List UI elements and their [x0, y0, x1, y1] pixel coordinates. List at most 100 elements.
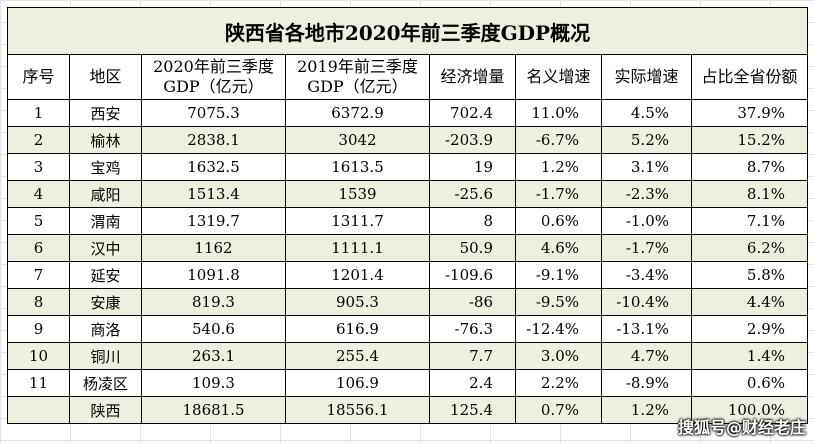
- cell-real-growth: -8.9%: [601, 369, 692, 397]
- cell-gdp-2019: 106.9: [285, 369, 430, 397]
- cell-gdp-2020: 819.3: [141, 288, 286, 316]
- cell-region: 宝鸡: [69, 153, 142, 181]
- cell-gdp-2020: 1162: [141, 234, 286, 262]
- cell-share: 8.1%: [690, 180, 809, 208]
- cell-gdp-2019: 1111.1: [285, 234, 430, 262]
- cell-gdp-2020: 1319.7: [141, 207, 286, 235]
- cell-seq: 11: [7, 369, 70, 397]
- table-row: 6 汉中 1162 1111.1 50.9 4.6% -1.7% 6.2%: [7, 234, 809, 262]
- cell-gdp-2020: 540.6: [141, 315, 286, 343]
- cell-seq: 5: [7, 207, 70, 235]
- cell-seq: 2: [7, 126, 70, 154]
- cell-gdp-2019: 6372.9: [285, 99, 430, 127]
- header-gdp-2019: 2019年前三季度 GDP（亿元）: [285, 54, 430, 100]
- header-gdp-2019-line2: GDP（亿元）: [307, 77, 408, 96]
- cell-growth: -86: [429, 288, 516, 316]
- cell-share: 5.8%: [690, 261, 809, 289]
- cell-gdp-2020: 7075.3: [141, 99, 286, 127]
- cell-seq: [7, 396, 70, 424]
- cell-seq: 4: [7, 180, 70, 208]
- cell-seq: 8: [7, 288, 70, 316]
- cell-real-growth: 5.2%: [601, 126, 692, 154]
- cell-growth: 7.7: [429, 342, 516, 370]
- cell-growth: 702.4: [429, 99, 516, 127]
- table-title: 陕西省各地市2020年前三季度GDP概况: [6, 7, 809, 55]
- cell-share: 2.9%: [690, 315, 809, 343]
- cell-seq: 10: [7, 342, 70, 370]
- cell-share: 8.7%: [690, 153, 809, 181]
- table-row: 1 西安 7075.3 6372.9 702.4 11.0% 4.5% 37.9%: [7, 99, 809, 127]
- cell-share: 100.0%: [690, 396, 809, 424]
- cell-nominal-growth: -1.7%: [515, 180, 602, 208]
- cell-seq: 9: [7, 315, 70, 343]
- table-row: 7 延安 1091.8 1201.4 -109.6 -9.1% -3.4% 5.8%: [7, 261, 809, 289]
- cell-region: 榆林: [69, 126, 142, 154]
- cell-growth: 8: [429, 207, 516, 235]
- cell-nominal-growth: -12.4%: [515, 315, 602, 343]
- header-share: 占比全省份额: [690, 54, 809, 100]
- cell-seq: 1: [7, 99, 70, 127]
- cell-share: 7.1%: [690, 207, 809, 235]
- cell-gdp-2019: 1311.7: [285, 207, 430, 235]
- cell-gdp-2019: 616.9: [285, 315, 430, 343]
- cell-nominal-growth: -9.5%: [515, 288, 602, 316]
- total-row: 陕西 18681.5 18556.1 125.4 0.7% 1.2% 100.0%: [7, 396, 809, 424]
- cell-seq: 7: [7, 261, 70, 289]
- cell-growth: -76.3: [429, 315, 516, 343]
- header-nominal-growth: 名义增速: [515, 54, 602, 100]
- header-gdp-2020: 2020年前三季度 GDP（亿元）: [141, 54, 286, 100]
- cell-region: 汉中: [69, 234, 142, 262]
- cell-gdp-2019: 1201.4: [285, 261, 430, 289]
- cell-nominal-growth: 3.0%: [515, 342, 602, 370]
- cell-share: 0.6%: [690, 369, 809, 397]
- cell-nominal-growth: 0.6%: [515, 207, 602, 235]
- cell-seq: 3: [7, 153, 70, 181]
- cell-region: 咸阳: [69, 180, 142, 208]
- cell-nominal-growth: 0.7%: [515, 396, 602, 424]
- cell-gdp-2020: 2838.1: [141, 126, 286, 154]
- header-region: 地区: [69, 54, 142, 100]
- gdp-table-container: 陕西省各地市2020年前三季度GDP概况 序号 地区 2020年前三季度 GDP…: [6, 7, 809, 424]
- cell-share: 15.2%: [690, 126, 809, 154]
- table-row: 2 榆林 2838.1 3042 -203.9 -6.7% 5.2% 15.2%: [7, 126, 809, 154]
- cell-growth: 19: [429, 153, 516, 181]
- cell-real-growth: -10.4%: [601, 288, 692, 316]
- table-row: 11 杨凌区 109.3 106.9 2.4 2.2% -8.9% 0.6%: [7, 369, 809, 397]
- cell-region: 铜川: [69, 342, 142, 370]
- cell-nominal-growth: 2.2%: [515, 369, 602, 397]
- cell-gdp-2020: 109.3: [141, 369, 286, 397]
- cell-growth: -109.6: [429, 261, 516, 289]
- cell-gdp-2019: 1613.5: [285, 153, 430, 181]
- cell-real-growth: 4.7%: [601, 342, 692, 370]
- cell-gdp-2020: 1632.5: [141, 153, 286, 181]
- cell-real-growth: -13.1%: [601, 315, 692, 343]
- table-row: 9 商洛 540.6 616.9 -76.3 -12.4% -13.1% 2.9%: [7, 315, 809, 343]
- table-row: 5 渭南 1319.7 1311.7 8 0.6% -1.0% 7.1%: [7, 207, 809, 235]
- cell-nominal-growth: 11.0%: [515, 99, 602, 127]
- cell-real-growth: 3.1%: [601, 153, 692, 181]
- cell-growth: 50.9: [429, 234, 516, 262]
- table-row: 3 宝鸡 1632.5 1613.5 19 1.2% 3.1% 8.7%: [7, 153, 809, 181]
- cell-region: 西安: [69, 99, 142, 127]
- cell-region: 陕西: [69, 396, 142, 424]
- gdp-table: 陕西省各地市2020年前三季度GDP概况 序号 地区 2020年前三季度 GDP…: [6, 7, 809, 424]
- cell-gdp-2020: 263.1: [141, 342, 286, 370]
- cell-nominal-growth: -6.7%: [515, 126, 602, 154]
- cell-growth: -203.9: [429, 126, 516, 154]
- cell-region: 杨凌区: [69, 369, 142, 397]
- cell-region: 商洛: [69, 315, 142, 343]
- cell-real-growth: -1.7%: [601, 234, 692, 262]
- header-gdp-2020-line2: GDP（亿元）: [163, 77, 264, 96]
- cell-real-growth: 1.2%: [601, 396, 692, 424]
- cell-gdp-2020: 18681.5: [141, 396, 286, 424]
- cell-nominal-growth: 4.6%: [515, 234, 602, 262]
- cell-gdp-2019: 18556.1: [285, 396, 430, 424]
- cell-nominal-growth: 1.2%: [515, 153, 602, 181]
- cell-growth: 2.4: [429, 369, 516, 397]
- cell-share: 6.2%: [690, 234, 809, 262]
- watermark: 搜狐号@财经老庄: [677, 418, 806, 437]
- cell-region: 渭南: [69, 207, 142, 235]
- cell-gdp-2019: 3042: [285, 126, 430, 154]
- cell-real-growth: -2.3%: [601, 180, 692, 208]
- header-row: 序号 地区 2020年前三季度 GDP（亿元） 2019年前三季度 GDP（亿元…: [7, 54, 809, 100]
